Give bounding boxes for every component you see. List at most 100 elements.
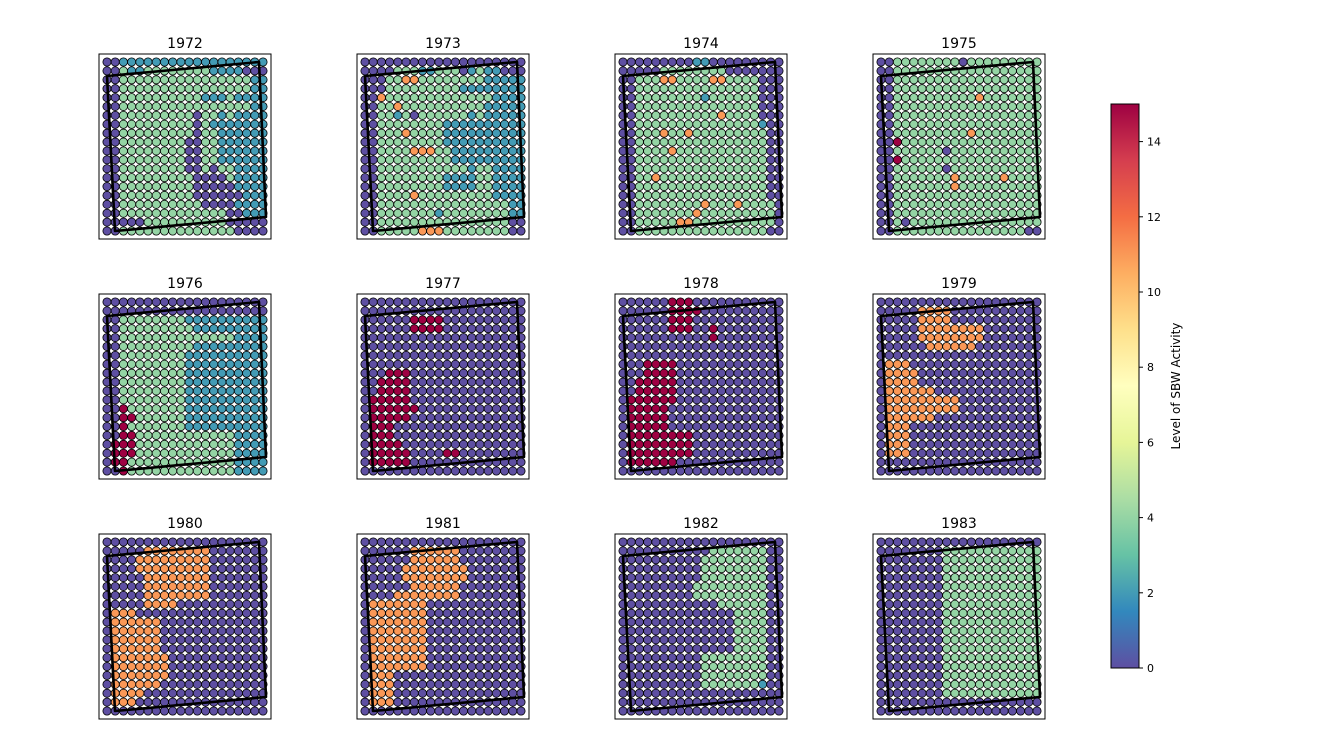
- grid-point: [950, 350, 960, 360]
- grid-point: [933, 590, 943, 600]
- grid-point: [459, 537, 469, 547]
- grid-point: [700, 555, 710, 565]
- grid-point: [1007, 119, 1017, 129]
- grid-point: [758, 617, 768, 627]
- grid-point: [692, 555, 702, 565]
- grid-point: [925, 101, 935, 111]
- grid-point: [500, 66, 510, 76]
- grid-point: [983, 670, 993, 680]
- grid-point: [475, 208, 485, 218]
- grid-point: [717, 226, 727, 236]
- grid-point: [725, 688, 735, 698]
- grid-point: [475, 324, 485, 334]
- grid-point: [401, 439, 411, 449]
- grid-point: [409, 662, 419, 672]
- grid-point: [168, 333, 178, 343]
- colorbar-tick-label: 4: [1147, 512, 1154, 525]
- grid-point: [151, 617, 161, 627]
- grid-point: [192, 448, 202, 458]
- grid-point: [459, 368, 469, 378]
- grid-point: [434, 173, 444, 183]
- grid-point: [393, 297, 403, 307]
- grid-point: [159, 439, 169, 449]
- grid-point: [467, 404, 477, 414]
- grid-point: [975, 448, 985, 458]
- grid-point: [225, 413, 235, 423]
- grid-point: [692, 679, 702, 689]
- grid-point: [250, 84, 260, 94]
- grid-point: [733, 430, 743, 440]
- grid-point: [1007, 679, 1017, 689]
- grid-point: [500, 404, 510, 414]
- grid-point: [708, 590, 718, 600]
- grid-point: [659, 644, 669, 654]
- grid-point: [917, 377, 927, 387]
- grid-point: [467, 119, 477, 129]
- grid-point: [426, 333, 436, 343]
- grid-point: [508, 93, 518, 103]
- grid-point: [618, 697, 628, 707]
- grid-point: [201, 662, 211, 672]
- grid-point: [684, 359, 694, 369]
- grid-point: [442, 635, 452, 645]
- grid-point: [725, 448, 735, 458]
- grid-point: [225, 368, 235, 378]
- grid-point: [758, 413, 768, 423]
- grid-point: [708, 182, 718, 192]
- grid-point: [250, 324, 260, 334]
- grid-point: [717, 315, 727, 325]
- grid-point: [192, 146, 202, 156]
- grid-point: [491, 706, 501, 716]
- grid-point: [159, 448, 169, 458]
- grid-point: [225, 466, 235, 476]
- grid-point: [749, 75, 759, 85]
- grid-point: [118, 635, 128, 645]
- grid-point: [892, 670, 902, 680]
- grid-point: [667, 146, 677, 156]
- grid-point: [618, 430, 628, 440]
- grid-point: [933, 422, 943, 432]
- grid-point: [417, 110, 427, 120]
- grid-point: [700, 422, 710, 432]
- grid-point: [1024, 93, 1034, 103]
- grid-point: [360, 208, 370, 218]
- grid-point: [159, 84, 169, 94]
- grid-point: [201, 635, 211, 645]
- grid-point: [151, 679, 161, 689]
- grid-point: [102, 422, 112, 432]
- grid-point: [385, 217, 395, 227]
- grid-point: [684, 190, 694, 200]
- grid-point: [933, 662, 943, 672]
- grid-point: [766, 617, 776, 627]
- grid-point: [176, 350, 186, 360]
- grid-point: [426, 297, 436, 307]
- grid-point: [766, 110, 776, 120]
- grid-point: [467, 93, 477, 103]
- grid-point: [884, 146, 894, 156]
- grid-point: [450, 653, 460, 663]
- grid-point: [143, 217, 153, 227]
- grid-point: [143, 635, 153, 645]
- grid-point: [151, 208, 161, 218]
- grid-point: [725, 75, 735, 85]
- grid-point: [774, 697, 784, 707]
- grid-point: [401, 599, 411, 609]
- grid-point: [209, 555, 219, 565]
- grid-point: [634, 217, 644, 227]
- grid-point: [684, 395, 694, 405]
- grid-point: [225, 439, 235, 449]
- panel-title: 1981: [425, 516, 461, 532]
- grid-point: [176, 324, 186, 334]
- grid-point: [766, 439, 776, 449]
- grid-point: [242, 395, 252, 405]
- grid-point: [417, 679, 427, 689]
- grid-point: [376, 359, 386, 369]
- grid-point: [643, 608, 653, 618]
- grid-point: [876, 662, 886, 672]
- grid-point: [991, 377, 1001, 387]
- grid-point: [950, 466, 960, 476]
- grid-point: [385, 555, 395, 565]
- grid-point: [766, 199, 776, 209]
- grid-point: [467, 635, 477, 645]
- grid-point: [225, 350, 235, 360]
